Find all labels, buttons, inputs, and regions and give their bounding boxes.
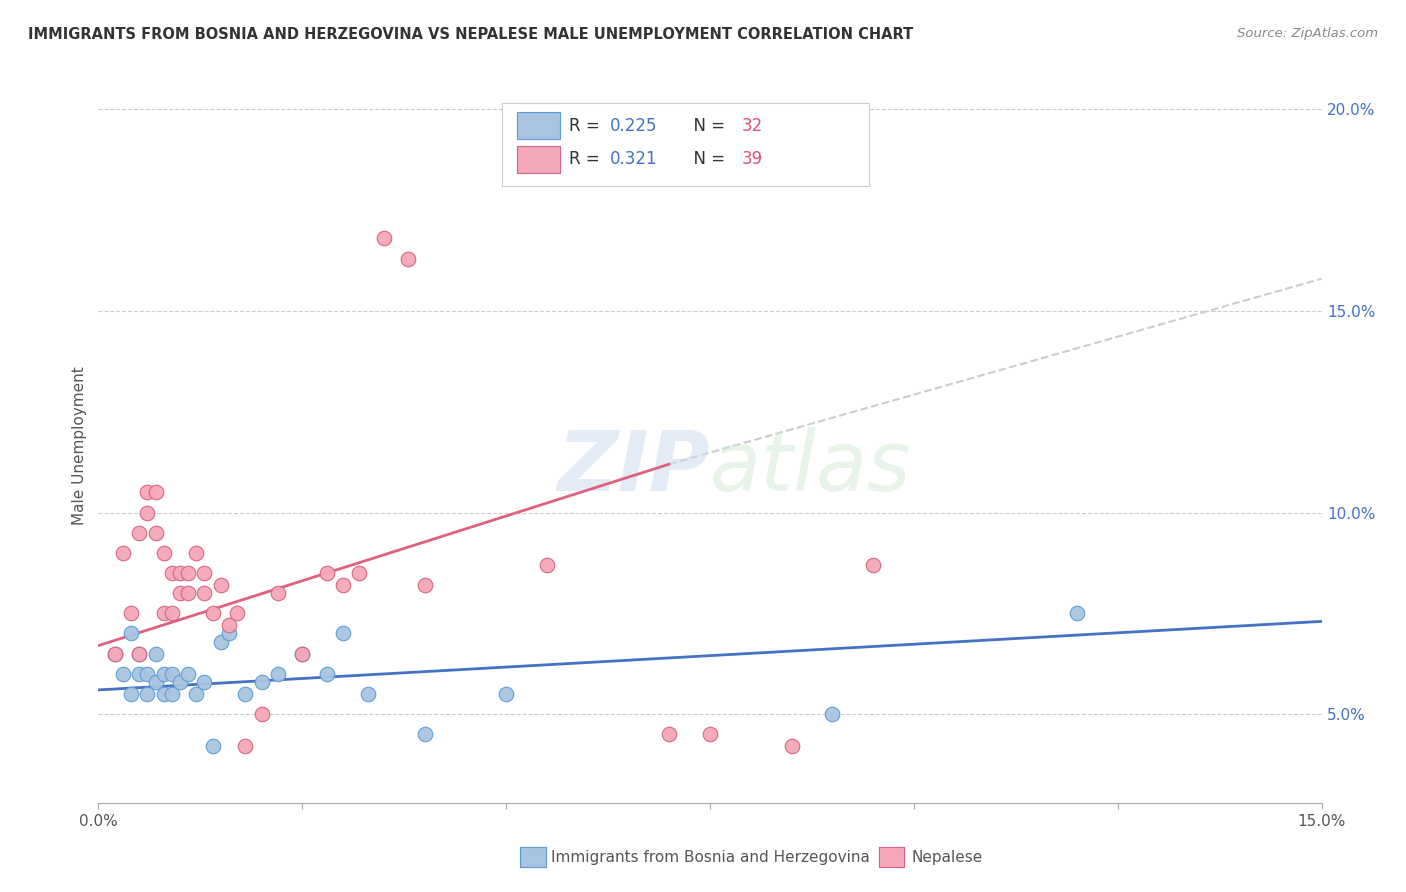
Point — [136, 687, 159, 701]
Point — [128, 666, 150, 681]
Text: IMMIGRANTS FROM BOSNIA AND HERZEGOVINA VS NEPALESE MALE UNEMPLOYMENT CORRELATION: IMMIGRANTS FROM BOSNIA AND HERZEGOVINA V… — [28, 27, 914, 42]
Point — [193, 566, 215, 580]
Point — [169, 586, 191, 600]
Point — [373, 231, 395, 245]
Point — [821, 707, 844, 722]
Point — [658, 727, 681, 741]
Point — [291, 647, 314, 661]
Point — [169, 674, 191, 689]
Text: R =: R = — [569, 150, 606, 168]
Point — [145, 485, 167, 500]
Point — [413, 578, 436, 592]
FancyBboxPatch shape — [517, 145, 560, 173]
Point — [145, 674, 167, 689]
Point — [413, 727, 436, 741]
Point — [120, 626, 142, 640]
Text: Immigrants from Bosnia and Herzegovina: Immigrants from Bosnia and Herzegovina — [551, 850, 870, 864]
Text: Source: ZipAtlas.com: Source: ZipAtlas.com — [1237, 27, 1378, 40]
Point — [128, 647, 150, 661]
Point — [1066, 607, 1088, 621]
Point — [396, 252, 419, 266]
Point — [160, 687, 183, 701]
Text: 32: 32 — [742, 117, 763, 135]
Point — [104, 647, 127, 661]
Point — [160, 607, 183, 621]
Point — [136, 485, 159, 500]
Point — [332, 578, 354, 592]
Text: N =: N = — [683, 117, 731, 135]
Point — [152, 546, 174, 560]
Point — [136, 506, 159, 520]
Text: ZIP: ZIP — [557, 427, 710, 508]
Text: atlas: atlas — [710, 427, 911, 508]
FancyBboxPatch shape — [517, 112, 560, 139]
Point — [201, 739, 224, 754]
Point — [315, 566, 337, 580]
Point — [120, 607, 142, 621]
Point — [267, 666, 290, 681]
Point — [291, 647, 314, 661]
Point — [218, 626, 240, 640]
Point — [209, 634, 232, 648]
Point — [120, 687, 142, 701]
Point — [136, 666, 159, 681]
Point — [780, 739, 803, 754]
Text: N =: N = — [683, 150, 731, 168]
Point — [177, 586, 200, 600]
Point — [128, 525, 150, 540]
Point — [152, 666, 174, 681]
Point — [332, 626, 354, 640]
Point — [536, 558, 558, 572]
Point — [177, 566, 200, 580]
Point — [495, 687, 517, 701]
Point — [111, 666, 134, 681]
Point — [104, 647, 127, 661]
Point — [193, 586, 215, 600]
Point — [152, 607, 174, 621]
Point — [315, 666, 337, 681]
Point — [177, 666, 200, 681]
Point — [128, 647, 150, 661]
Point — [111, 546, 134, 560]
Point — [250, 707, 273, 722]
Point — [201, 607, 224, 621]
Point — [152, 687, 174, 701]
Point — [160, 566, 183, 580]
Point — [218, 618, 240, 632]
Point — [145, 525, 167, 540]
Y-axis label: Male Unemployment: Male Unemployment — [72, 367, 87, 525]
Text: R =: R = — [569, 117, 606, 135]
Point — [699, 727, 721, 741]
Text: Nepalese: Nepalese — [911, 850, 983, 864]
Point — [349, 566, 371, 580]
Point — [186, 546, 208, 560]
Text: 0.225: 0.225 — [610, 117, 657, 135]
Point — [226, 607, 249, 621]
Point — [209, 578, 232, 592]
Point — [193, 674, 215, 689]
Text: 0.321: 0.321 — [610, 150, 658, 168]
Point — [169, 566, 191, 580]
Point — [862, 558, 884, 572]
Point — [356, 687, 378, 701]
Point — [233, 739, 256, 754]
Point — [186, 687, 208, 701]
Text: 39: 39 — [742, 150, 763, 168]
Point — [160, 666, 183, 681]
Bar — [502, 103, 869, 186]
Point — [145, 647, 167, 661]
Point — [233, 687, 256, 701]
Point — [250, 674, 273, 689]
Point — [267, 586, 290, 600]
